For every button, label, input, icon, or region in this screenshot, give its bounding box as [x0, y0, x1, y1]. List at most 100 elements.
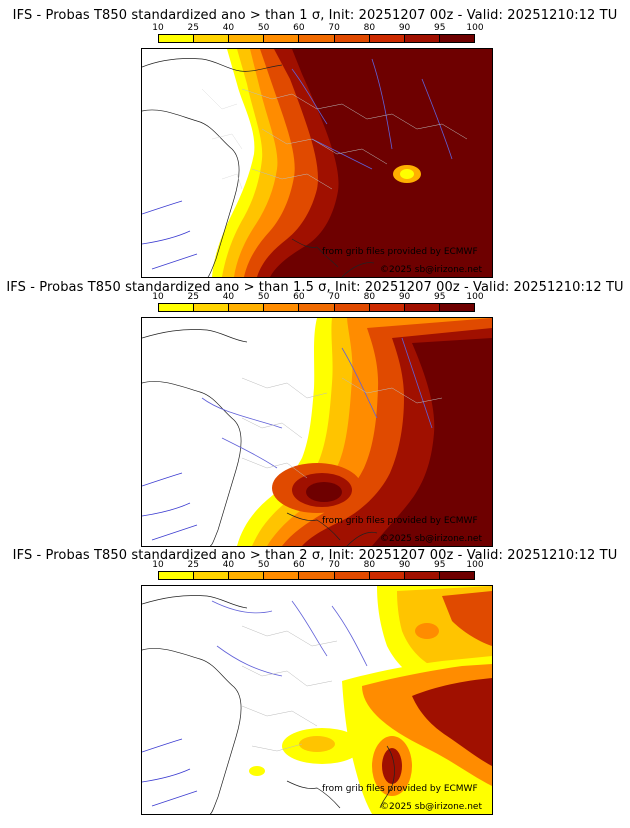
- coastline: [286, 745, 395, 809]
- river: [291, 58, 453, 170]
- coastline: [142, 58, 283, 277]
- colorbar-tick-label: 50: [257, 292, 270, 302]
- colorbar-tick-label: 10: [152, 560, 164, 570]
- panel-3-map: from grib files provided by ECMWF ©2025 …: [141, 585, 493, 815]
- colorbar-swatches: [158, 34, 475, 43]
- source-credit: from grib files provided by ECMWF: [322, 784, 478, 794]
- colorbar-tick-label: 25: [187, 560, 199, 570]
- coastline: [142, 329, 248, 546]
- colorbar-swatch: [334, 572, 370, 579]
- prob-field-95: [372, 338, 492, 546]
- coastline: [142, 595, 248, 814]
- colorbar-swatch: [264, 572, 300, 579]
- coastline: [291, 238, 375, 277]
- colorbar-swatch: [264, 304, 300, 311]
- colorbar-swatches: [158, 303, 475, 312]
- colorbar-swatch: [369, 35, 405, 42]
- colorbar-tick-label: 40: [222, 23, 235, 33]
- colorbar-tick-labels: 10 25 40 50 60 70 80 90 95 100: [152, 292, 483, 303]
- river: [142, 200, 198, 270]
- colorbar-swatch: [439, 572, 474, 579]
- colorbar-swatch: [299, 572, 335, 579]
- colorbar-tick-label: 90: [398, 292, 411, 302]
- colorbar-tick-label: 95: [434, 560, 446, 570]
- copyright-credit: ©2025 sb@irizone.net: [380, 265, 482, 275]
- colorbar-tick-label: 80: [363, 560, 376, 570]
- colorbar-swatch: [264, 35, 300, 42]
- source-credit: from grib files provided by ECMWF: [322, 516, 478, 526]
- panel-3-title: IFS - Probas T850 standardized ano > tha…: [12, 548, 618, 563]
- panel-3-colorbar: 10 25 40 50 60 70 80 90 95 100: [152, 560, 484, 580]
- colorbar-swatch: [159, 35, 195, 42]
- colorbar-swatch: [229, 572, 265, 579]
- border: [201, 88, 243, 190]
- colorbar-tick-label: 60: [293, 560, 305, 570]
- source-credit: from grib files provided by ECMWF: [322, 247, 478, 257]
- colorbar-tick-label: 95: [434, 23, 446, 33]
- river: [142, 738, 198, 807]
- colorbar-tick-label: 40: [222, 292, 235, 302]
- colorbar-tick-label: 25: [187, 292, 199, 302]
- colorbar-tick-label: 80: [363, 292, 376, 302]
- colorbar-tick-label: 25: [187, 23, 199, 33]
- colorbar-tick-label: 100: [466, 292, 484, 302]
- panel-1-colorbar: 10 25 40 50 60 70 80 90 95 100: [152, 23, 484, 43]
- prob-blob: [299, 736, 335, 752]
- colorbar-tick-label: 60: [293, 23, 305, 33]
- colorbar-tick-label: 60: [293, 292, 305, 302]
- prob-lobe: [400, 169, 414, 179]
- colorbar-swatch: [334, 35, 370, 42]
- colorbar-swatch: [369, 304, 405, 311]
- colorbar-swatch: [229, 304, 265, 311]
- panel-3-probability-map: [142, 586, 492, 814]
- river: [211, 600, 368, 677]
- colorbar-tick-labels: 10 25 40 50 60 70 80 90 95 100: [152, 23, 483, 34]
- panel-1-probability-map: [142, 49, 492, 277]
- colorbar-swatch: [194, 304, 230, 311]
- prob-field-95: [270, 49, 492, 277]
- colorbar-swatch: [229, 35, 265, 42]
- colorbar-swatch: [194, 572, 230, 579]
- panel-1-map: from grib files provided by ECMWF ©2025 …: [141, 48, 493, 278]
- colorbar-swatch: [404, 572, 440, 579]
- border: [241, 377, 443, 479]
- panel-1-title: IFS - Probas T850 standardized ano > tha…: [12, 8, 618, 23]
- colorbar-swatch: [439, 304, 474, 311]
- panel-2-map: from grib files provided by ECMWF ©2025 …: [141, 317, 493, 547]
- colorbar-tick-label: 100: [466, 560, 484, 570]
- copyright-credit: ©2025 sb@irizone.net: [380, 802, 482, 812]
- panel-2-title: IFS - Probas T850 standardized ano > tha…: [6, 280, 624, 295]
- colorbar-swatch: [159, 304, 195, 311]
- colorbar-swatch: [299, 35, 335, 42]
- river: [201, 337, 433, 469]
- copyright-credit: ©2025 sb@irizone.net: [380, 534, 482, 544]
- colorbar-tick-label: 100: [466, 23, 484, 33]
- colorbar-tick-label: 10: [152, 292, 164, 302]
- river: [142, 472, 198, 541]
- colorbar-tick-label: 70: [328, 23, 340, 33]
- colorbar-tick-labels: 10 25 40 50 60 70 80 90 95 100: [152, 560, 483, 571]
- colorbar-tick-label: 40: [222, 560, 235, 570]
- border: [241, 88, 468, 190]
- colorbar-tick-label: 70: [328, 292, 340, 302]
- panel-2-colorbar: 10 25 40 50 60 70 80 90 95 100: [152, 292, 484, 312]
- colorbar-tick-label: 90: [398, 560, 411, 570]
- colorbar-tick-label: 90: [398, 23, 411, 33]
- prob-blob: [415, 623, 439, 639]
- colorbar-tick-label: 95: [434, 292, 446, 302]
- colorbar-tick-label: 70: [328, 560, 340, 570]
- colorbar-swatches: [158, 571, 475, 580]
- prob-field-70: [442, 591, 492, 646]
- border: [241, 625, 338, 752]
- coastline: [286, 512, 378, 546]
- colorbar-tick-label: 50: [257, 23, 270, 33]
- colorbar-swatch: [194, 35, 230, 42]
- colorbar-swatch: [299, 304, 335, 311]
- panel-2-probability-map: [142, 318, 492, 546]
- colorbar-swatch: [159, 572, 195, 579]
- colorbar-tick-label: 50: [257, 560, 270, 570]
- colorbar-swatch: [334, 304, 370, 311]
- colorbar-tick-label: 10: [152, 23, 164, 33]
- prob-blob: [306, 482, 342, 502]
- colorbar-swatch: [404, 304, 440, 311]
